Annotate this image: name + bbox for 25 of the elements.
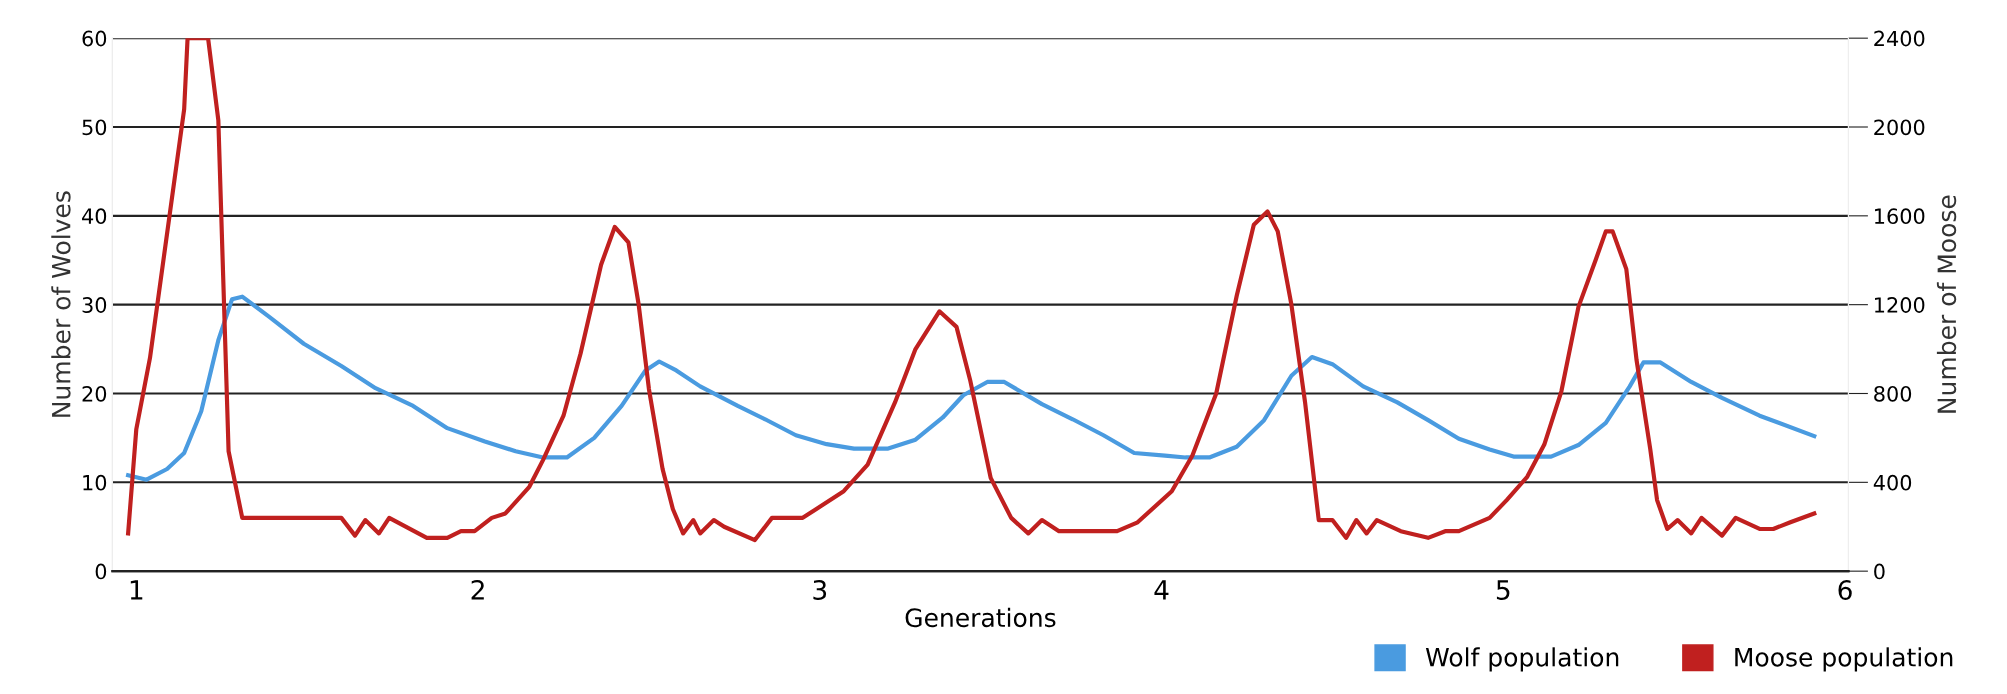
y2-tick-label: 2000 (1874, 119, 1925, 136)
y-tick-label: 40 (82, 208, 107, 225)
x-tick-label: 2 (471, 579, 484, 600)
y-tick-label: 0 (95, 563, 107, 580)
legend-label: Moose population (1735, 647, 1953, 672)
y2-tick-label: 0 (1874, 563, 1885, 580)
y2-tick-label: 800 (1874, 385, 1912, 402)
y-tick-label: 60 (82, 30, 107, 47)
legend-label: Wolf population (1425, 647, 1619, 672)
y-tick-label: 10 (83, 474, 107, 491)
x-tick-label: 1 (130, 580, 143, 600)
x-axis-title: Generations (905, 607, 1056, 628)
y-tick-label: 20 (82, 385, 107, 402)
y2-tick-label: 400 (1873, 474, 1912, 491)
x-tick-label: 3 (813, 579, 827, 600)
y2-tick-label: 1200 (1875, 297, 1925, 313)
y-axis-title: Number of Wolves (51, 191, 71, 417)
y-tick-label: 50 (82, 119, 107, 136)
y-tick-label: 30 (82, 297, 107, 313)
y2-axis-title: Number of Moose (1936, 195, 1957, 413)
x-tick-label: 6 (1838, 579, 1852, 600)
x-tick-label: 5 (1496, 580, 1510, 600)
x-tick-label: 4 (1154, 580, 1169, 600)
y2-tick-label: 2400 (1874, 30, 1925, 47)
y2-tick-label: 1600 (1875, 208, 1925, 225)
